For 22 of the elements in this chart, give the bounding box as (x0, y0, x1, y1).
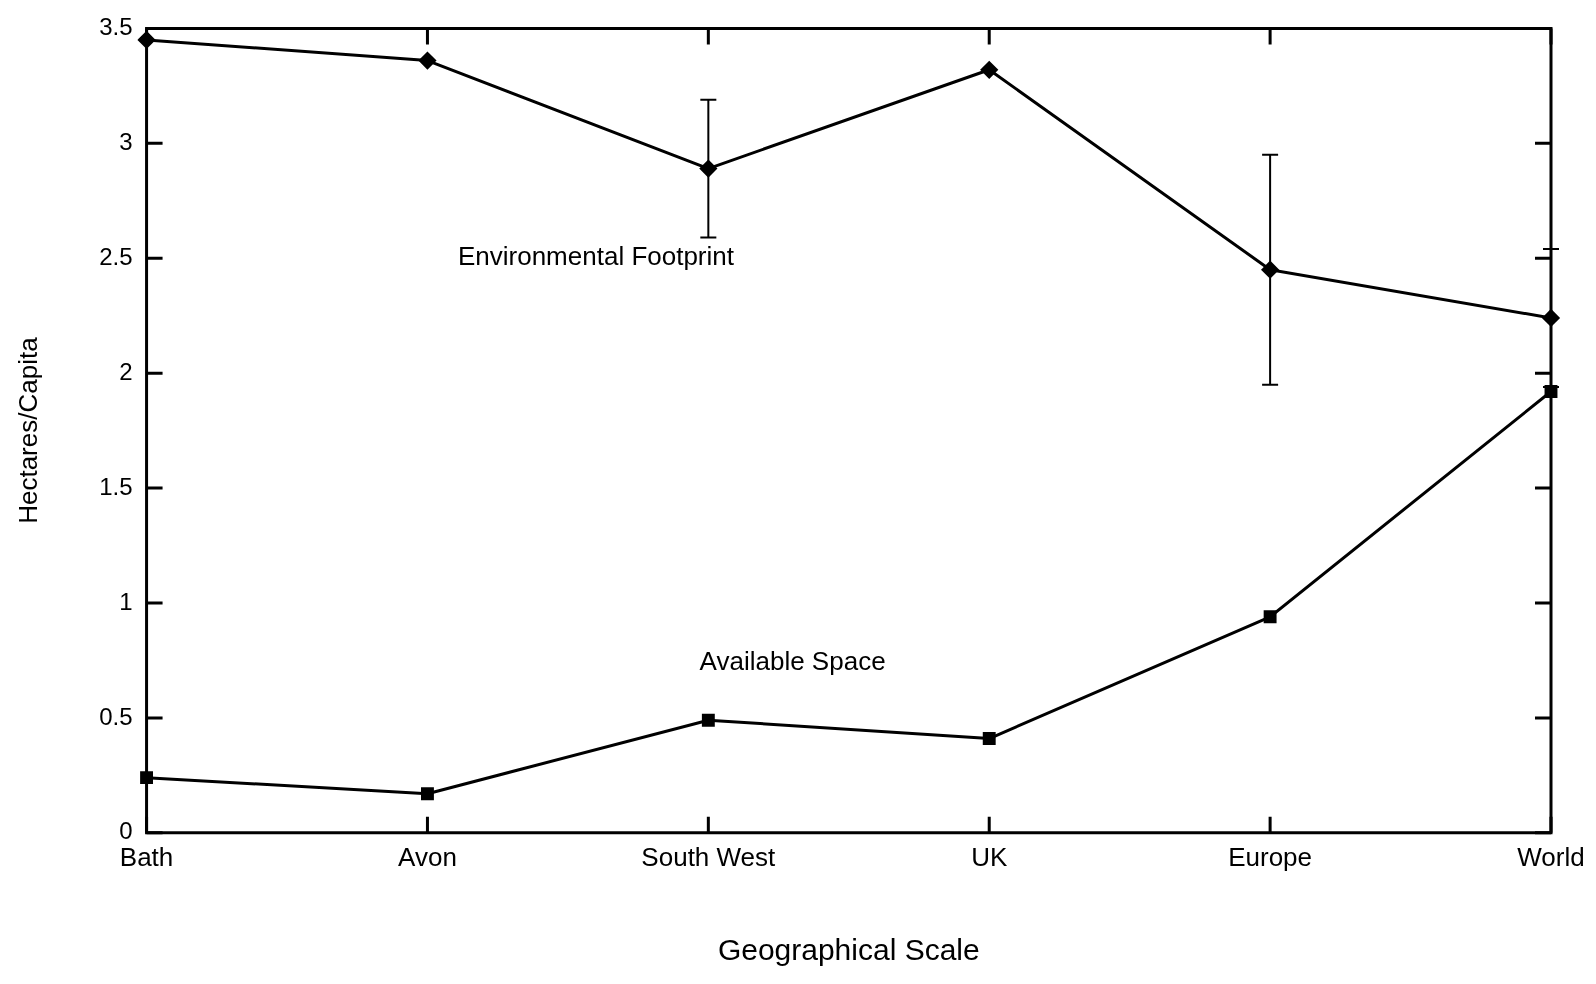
y-axis-title: Hectares/Capita (12, 336, 43, 524)
point (421, 787, 434, 801)
y-tick-label: 2.5 (99, 242, 133, 270)
point (701, 713, 715, 727)
x-tick-label: South West (641, 841, 777, 872)
x-tick-label: UK (971, 841, 1008, 872)
y-tick-label: 1 (119, 587, 133, 615)
series-label: Available Space (699, 645, 886, 676)
point (418, 52, 436, 70)
x-tick-label: Europe (1228, 841, 1313, 872)
point (982, 732, 996, 746)
x-tick-label: Avon (398, 841, 457, 872)
point (980, 61, 998, 79)
y-tick-label: 1.5 (99, 472, 133, 500)
y-tick-label: 3.5 (99, 13, 133, 41)
y-tick-label: 3 (119, 127, 133, 155)
y-tick-label: 2 (119, 357, 133, 385)
x-axis-title: Geographical Scale (717, 933, 980, 967)
point (1263, 610, 1277, 624)
y-tick-label: 0.5 (99, 702, 133, 730)
x-tick-label: World (1517, 841, 1585, 872)
text: Environmental Footprint (457, 241, 735, 272)
